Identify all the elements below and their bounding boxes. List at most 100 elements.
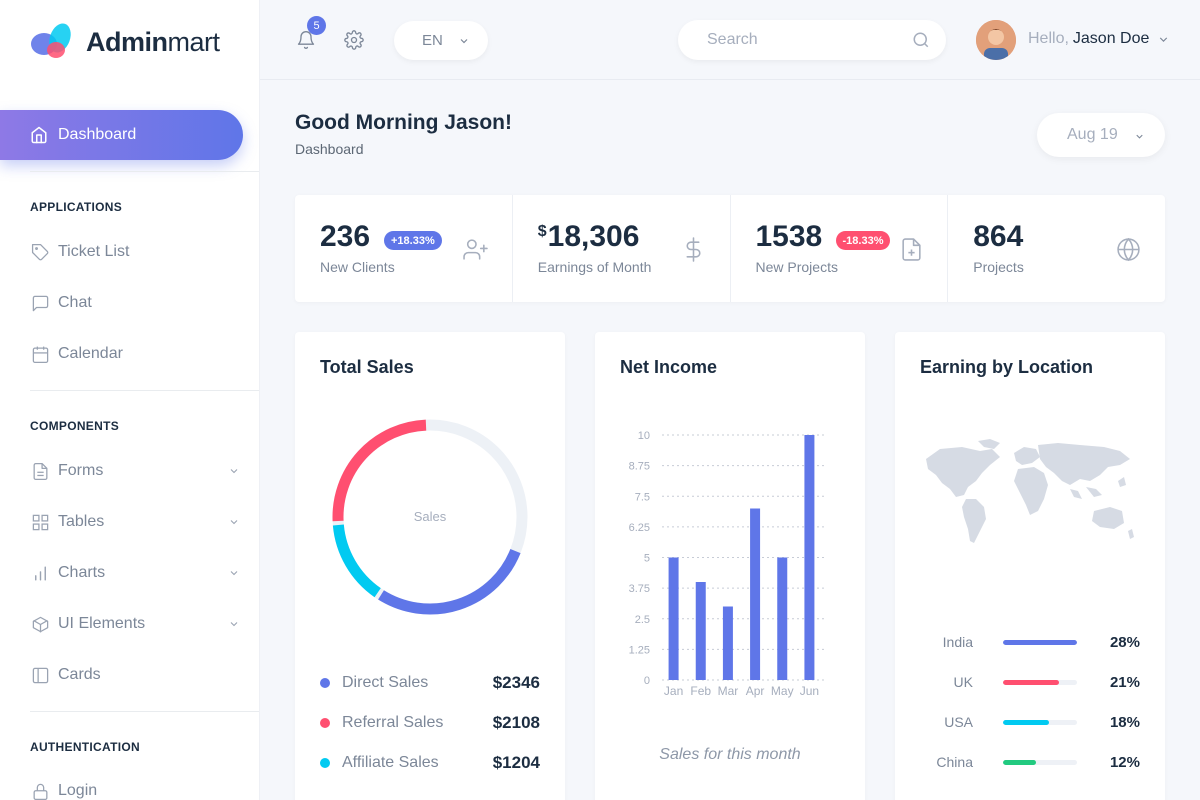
legend-value: $1204 <box>492 753 540 772</box>
bar-apr[interactable] <box>750 508 761 681</box>
x-tick-label: May <box>771 684 794 698</box>
date-select[interactable]: Aug 19 <box>1037 113 1165 157</box>
search-box <box>678 20 946 60</box>
brand-name: Adminmart <box>86 26 220 57</box>
chevron-down-icon <box>230 622 238 627</box>
topbar: 5 EN Hello, Jason Doe <box>260 0 1200 80</box>
stat-label: Earnings of Month <box>537 259 652 275</box>
sidebar-item-label: Cards <box>58 666 101 683</box>
location-bar-track <box>1003 719 1077 725</box>
chevron-down-icon <box>230 469 238 474</box>
legend-value: $2346 <box>492 673 540 692</box>
sidebar-item-label: Login <box>58 782 98 799</box>
sidebar-item-ticket-list[interactable]: Ticket List <box>30 237 240 267</box>
stat-badge: -18.33% <box>835 231 891 250</box>
bar-jun[interactable] <box>804 435 815 680</box>
chevron-down-icon <box>230 520 238 525</box>
divider <box>30 711 259 712</box>
legend-name: Affiliate Sales <box>342 754 439 771</box>
world-map <box>926 439 1134 543</box>
location-percent: 12% <box>1109 753 1140 771</box>
stat-label: Projects <box>973 259 1024 275</box>
stat-new-projects: 1538 -18.33% New Projects <box>731 195 949 302</box>
bar-mar[interactable] <box>722 606 733 681</box>
file-text-icon <box>30 461 50 481</box>
location-bar-track <box>1003 679 1077 685</box>
location-country: India <box>942 634 973 650</box>
sidebar-item-label: Dashboard <box>58 126 137 143</box>
bar-may[interactable] <box>777 557 788 681</box>
sidebar-item-label: Tables <box>58 513 105 530</box>
legend-affiliate-sales: Affiliate Sales $1204 <box>320 751 540 775</box>
breadcrumb: Dashboard <box>295 141 364 157</box>
y-tick-label: 2.5 <box>635 614 650 626</box>
stat-projects: 864 Projects <box>948 195 1165 302</box>
sidebar-item-chat[interactable]: Chat <box>30 288 240 318</box>
legend-value: $2108 <box>492 713 540 732</box>
language-select[interactable]: EN <box>394 21 488 60</box>
bar-jan[interactable] <box>668 557 679 681</box>
legend-referral-sales: Referral Sales $2108 <box>320 711 540 735</box>
sales-donut-chart: Sales <box>332 419 528 615</box>
stat-value: 864 <box>973 220 1024 253</box>
greeting-prefix: Hello, <box>1028 30 1069 47</box>
x-tick-label: Jun <box>800 684 819 698</box>
sidebar-item-login[interactable]: Login <box>30 776 240 800</box>
legend-name: Referral Sales <box>342 714 444 731</box>
donut-slice-affiliate-sales[interactable] <box>332 524 381 598</box>
search-icon[interactable] <box>912 31 930 49</box>
location-country: USA <box>944 714 973 730</box>
bar-feb[interactable] <box>695 582 706 680</box>
card-title: Earning by Location <box>920 357 1094 377</box>
stats-row: 236 +18.33% New Clients $18,306 Earnings… <box>295 195 1165 302</box>
sidebar-item-calendar[interactable]: Calendar <box>30 339 240 369</box>
sidebar-item-label: UI Elements <box>58 615 146 632</box>
legend-name: Direct Sales <box>342 674 429 691</box>
legend-direct-sales: Direct Sales $2346 <box>320 671 540 695</box>
sidebar-item-forms[interactable]: Forms <box>30 456 240 486</box>
sidebar: Adminmart Dashboard APPLICATIONS Ticket … <box>0 0 260 800</box>
gear-icon[interactable] <box>344 30 364 50</box>
location-row-usa: USA 18% <box>920 710 1140 734</box>
y-tick-label: 8.75 <box>629 461 650 473</box>
stat-new-clients: 236 +18.33% New Clients <box>295 195 513 302</box>
sidebar-item-ui-elements[interactable]: UI Elements <box>30 609 240 639</box>
brand-logo[interactable]: Adminmart <box>30 22 220 62</box>
x-tick-label: Mar <box>718 684 739 698</box>
notification-badge: 5 <box>307 16 326 35</box>
avatar[interactable] <box>976 20 1016 60</box>
location-percent: 18% <box>1109 713 1140 731</box>
page-title: Good Morning Jason! <box>295 111 512 134</box>
divider <box>30 171 259 172</box>
sidebar-item-label: Chat <box>58 294 92 311</box>
sidebar-item-charts[interactable]: Charts <box>30 558 240 588</box>
chevron-down-icon <box>1136 134 1143 139</box>
chat-icon <box>30 293 50 313</box>
user-menu[interactable]: Hello, Jason Doe <box>1028 30 1170 48</box>
sidebar-item-dashboard[interactable]: Dashboard <box>0 110 243 160</box>
logo-icon <box>30 22 78 62</box>
bar-chart-icon <box>30 563 50 583</box>
total-sales-card: Total Sales Sales Direct Sales $2346 Ref… <box>295 332 565 800</box>
earning-location-card: Earning by Location India 28% UK 21% USA… <box>895 332 1165 800</box>
donut-slice-referral-sales[interactable] <box>332 419 427 522</box>
section-title-components: COMPONENTS <box>30 419 120 433</box>
divider <box>30 390 259 391</box>
bell-icon[interactable] <box>296 30 316 50</box>
home-icon <box>31 126 47 144</box>
location-row-china: China 12% <box>920 750 1140 774</box>
date-value: Aug 19 <box>1067 126 1118 143</box>
sidebar-item-label: Charts <box>58 564 106 581</box>
donut-slice-direct-sales[interactable] <box>378 548 521 615</box>
sidebar-item-tables[interactable]: Tables <box>30 507 240 537</box>
stat-value: 1538 <box>755 220 823 253</box>
sidebar-icon <box>30 665 50 685</box>
stat-earnings-month: $18,306 Earnings of Month <box>513 195 731 302</box>
net-income-card: Net Income 0 1.25 2.5 3.75 5 6.25 7.5 8.75 10 Jan… <box>595 332 865 800</box>
legend-dot <box>320 678 330 688</box>
stat-value: 236 <box>320 220 371 253</box>
tag-icon <box>30 242 50 262</box>
search-input[interactable] <box>707 20 907 60</box>
sidebar-item-cards[interactable]: Cards <box>30 660 240 690</box>
location-bar-track <box>1003 639 1077 645</box>
